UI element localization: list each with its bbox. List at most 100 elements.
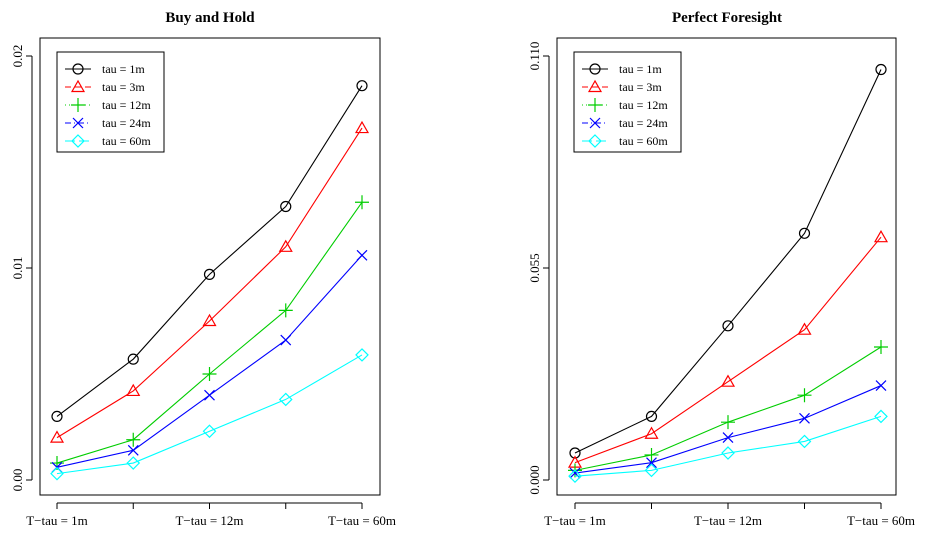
legend-marker-diamond — [71, 134, 85, 148]
series-tau3m — [49, 120, 370, 443]
y-tick-label: 0.055 — [527, 253, 542, 282]
chart-title: Buy and Hold — [165, 10, 255, 26]
y-tick-label: 0.00 — [10, 469, 25, 492]
series-line — [56, 354, 363, 475]
data-point-diamond — [355, 348, 369, 362]
y-tick-label: 0.110 — [527, 42, 542, 71]
data-point-diamond — [126, 456, 141, 470]
data-point-triangle — [49, 430, 65, 443]
legend-item: tau = 60m — [65, 134, 151, 148]
data-point-plus — [126, 432, 141, 447]
legend-label: tau = 12m — [619, 98, 668, 112]
plot-frame — [556, 37, 897, 496]
legend-label: tau = 24m — [619, 116, 668, 130]
series-tau1m — [51, 80, 368, 422]
legend-label: tau = 12m — [102, 98, 151, 112]
legend-marker-plus — [71, 98, 85, 112]
series-line — [574, 236, 882, 464]
x-tick-label: T−tau = 12m — [694, 513, 762, 528]
data-point-x — [799, 412, 810, 424]
series-line — [574, 346, 882, 471]
series-line — [574, 415, 882, 477]
data-point-triangle — [202, 313, 217, 327]
y-tick-label: 0.000 — [527, 465, 542, 494]
data-point-x — [127, 444, 139, 456]
data-point-circle — [127, 353, 139, 365]
data-point-circle — [798, 227, 811, 239]
legend-item: tau = 1m — [65, 62, 145, 76]
legend-item: tau = 60m — [582, 134, 668, 148]
data-point-plus — [355, 195, 369, 210]
y-tick-label: 0.02 — [10, 45, 25, 68]
legend-label: tau = 60m — [619, 134, 668, 148]
data-point-diamond — [721, 446, 735, 460]
data-point-x — [646, 457, 657, 469]
data-point-circle — [722, 320, 734, 332]
series-line — [56, 85, 363, 417]
legend-item: tau = 3m — [582, 79, 662, 94]
legend-item: tau = 12m — [65, 98, 151, 112]
legend-marker-x — [72, 117, 84, 129]
data-point-triangle — [278, 239, 293, 252]
chart-panel-1: Buy and Hold T−tau = 1m T−tau = 12m T−tau =… — [10, 10, 396, 528]
data-point-triangle — [644, 426, 659, 439]
legend-item: tau = 1m — [582, 62, 662, 76]
legend-label: tau = 1m — [619, 62, 662, 76]
data-point-circle — [569, 447, 581, 459]
data-point-x — [722, 432, 734, 444]
data-point-triangle — [797, 322, 812, 335]
series-line — [56, 127, 363, 439]
legend-marker-triangle — [70, 79, 86, 93]
chart-panel-2: Perfect Foresight T−tau = 1m T−tau = 12m T−… — [527, 10, 915, 528]
legend-label: tau = 60m — [102, 134, 151, 148]
series-tau24m — [51, 249, 368, 473]
series-line — [56, 254, 363, 468]
series-tau12m — [50, 195, 369, 471]
data-point-x — [204, 389, 215, 401]
legend-label: tau = 3m — [619, 80, 662, 94]
series-line — [56, 201, 363, 464]
series-line — [574, 69, 882, 454]
series-tau60m — [568, 409, 888, 483]
x-tick-label: T−tau = 1m — [26, 513, 88, 528]
data-point-triangle — [126, 383, 141, 397]
data-point-triangle — [354, 120, 370, 134]
data-point-diamond — [278, 392, 293, 407]
data-point-circle — [203, 268, 216, 280]
data-point-plus — [202, 367, 217, 381]
x-tick-label: T−tau = 60m — [847, 513, 915, 528]
data-point-diamond — [874, 409, 888, 424]
x-tick-label: T−tau = 60m — [328, 513, 396, 528]
data-point-circle — [645, 410, 658, 422]
data-point-diamond — [202, 424, 217, 439]
series-tau24m — [569, 380, 887, 479]
data-point-circle — [51, 410, 63, 422]
legend-label: tau = 3m — [102, 80, 145, 94]
legend: tau = 1m tau = 3m tau = 12m tau = 24m tau = … — [573, 51, 682, 153]
y-tick-label: 0.01 — [10, 257, 25, 280]
data-point-x — [280, 334, 292, 346]
legend-item: tau = 24m — [65, 116, 151, 130]
plot-frame — [39, 37, 381, 496]
legend-marker-circle — [589, 63, 601, 75]
x-tick-label: T−tau = 12m — [175, 513, 243, 528]
x-tick-label: T−tau = 1m — [544, 513, 606, 528]
legend-marker-triangle — [587, 79, 603, 93]
series-tau3m — [567, 229, 889, 468]
data-point-circle — [875, 63, 887, 76]
data-point-diamond — [568, 469, 582, 483]
data-point-plus — [874, 340, 888, 355]
legend-marker-circle — [72, 63, 84, 75]
legend-marker-diamond — [588, 134, 602, 148]
legend-item: tau = 24m — [582, 116, 668, 130]
data-point-plus — [644, 447, 659, 462]
data-point-plus — [797, 388, 812, 403]
legend-label: tau = 24m — [102, 116, 151, 130]
data-point-x — [356, 249, 368, 261]
series-line — [574, 385, 882, 474]
legend-marker-x — [589, 117, 601, 129]
data-point-plus — [721, 415, 735, 430]
legend-label: tau = 1m — [102, 62, 145, 76]
